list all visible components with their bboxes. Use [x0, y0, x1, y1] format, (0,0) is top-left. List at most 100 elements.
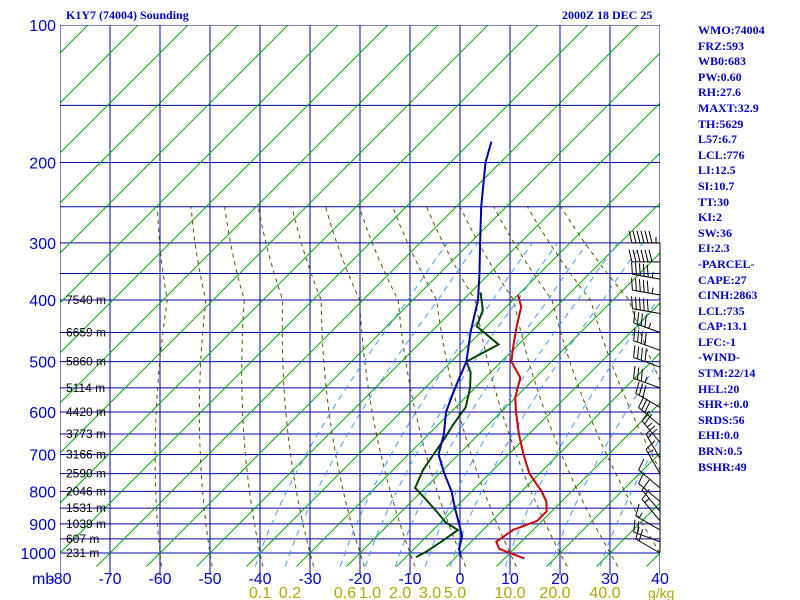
index-item: -WIND- — [698, 350, 740, 365]
wind-barb-half-feather — [647, 449, 654, 454]
wind-barb-shaft — [633, 377, 661, 389]
index-item: TT:30 — [698, 194, 730, 209]
wind-barb-feather — [628, 249, 633, 262]
index-item: CAP:13.1 — [698, 319, 748, 334]
temperature-tick-label: 20 — [551, 571, 569, 588]
wind-barb-feather — [634, 278, 637, 291]
wind-barb-shaft — [641, 489, 661, 512]
wind-barb-feather — [636, 346, 640, 359]
dry-adiabat — [426, 206, 568, 567]
index-item: LI:12.5 — [698, 163, 736, 178]
temperature-tick-label: -70 — [98, 571, 121, 588]
pressure-tick-label: 800 — [29, 484, 56, 501]
wind-barb-shaft — [633, 340, 661, 351]
wind-barb-feather — [636, 521, 640, 534]
wind-barb-feather — [633, 345, 636, 358]
temperature-trace — [495, 294, 548, 560]
wind-barb-feather — [641, 479, 650, 491]
index-item: CAPE:27 — [698, 272, 747, 287]
wind-barb-feather — [636, 230, 641, 244]
plot-area — [60, 25, 660, 575]
wind-barb-feather — [632, 249, 637, 262]
wind-barb-shaft — [633, 531, 661, 543]
mixing-ratio-label: 20.0 — [539, 585, 570, 600]
wind-barb-feather — [642, 279, 645, 293]
pressure-tick-label: 400 — [29, 293, 56, 310]
mixing-ratio-label: 2.0 — [389, 585, 411, 600]
temperature-tick-label: -10 — [398, 571, 421, 588]
temperature-tick-label: 40 — [651, 571, 669, 588]
height-label: 5860 m — [66, 355, 106, 369]
wind-barb-feather — [633, 328, 636, 341]
wind-barb-feather — [638, 279, 641, 292]
index-item: L57:6.7 — [698, 132, 737, 147]
index-item: TH:5629 — [698, 116, 744, 131]
temperature-tick-label: 0 — [456, 571, 465, 588]
wind-barb-shaft — [641, 499, 661, 522]
wind-barb-shaft — [635, 538, 661, 554]
height-label: 3166 m — [66, 448, 106, 462]
wind-barb-shaft — [645, 433, 661, 459]
wind-barb-shaft — [638, 483, 661, 502]
wind-barb-feather — [641, 410, 650, 422]
wind-barb-feather — [645, 440, 656, 450]
temperature-tick-label: -80 — [48, 571, 71, 588]
index-item: SI:10.7 — [698, 178, 735, 193]
wind-barb-feather — [646, 299, 649, 312]
mixing-ratio-line — [284, 242, 479, 567]
wind-barb-shaft — [638, 469, 661, 489]
mixing-ratio-line — [424, 242, 619, 567]
index-item: SW:36 — [698, 225, 733, 240]
wind-barb-feather — [644, 249, 649, 262]
height-label: 2590 m — [66, 467, 106, 481]
index-item: BSHR:49 — [698, 459, 747, 474]
temperature-tick-label: -40 — [248, 571, 271, 588]
mixing-ratio-label: 3.0 — [419, 585, 441, 600]
index-item: RH:27.6 — [698, 85, 741, 100]
wind-barb-shaft — [633, 357, 661, 368]
wind-barb-shaft — [633, 322, 661, 333]
dry-adiabat — [358, 206, 467, 567]
mixing-ratio-line — [504, 296, 660, 567]
height-label: 3773 m — [66, 427, 106, 441]
wind-barb-half-feather — [644, 376, 648, 383]
pressure-tick-label: 1000 — [20, 546, 56, 563]
wind-barb-feather — [640, 368, 643, 382]
parcel-trace — [437, 141, 493, 558]
temperature-tick-label: -60 — [148, 571, 171, 588]
wind-barb-half-feather — [646, 422, 653, 428]
wind-barb-feather — [642, 263, 645, 277]
pressure-tick-label: 300 — [29, 236, 56, 253]
isotherm-line — [96, 25, 639, 567]
dewpoint-trace — [413, 292, 501, 558]
dry-adiabat — [560, 206, 660, 382]
dry-adiabat — [325, 206, 416, 567]
isotherm-line — [146, 52, 660, 567]
wind-barb-half-feather — [651, 287, 654, 294]
temperature-tick-label: 30 — [601, 571, 619, 588]
mixing-ratio-label: 5.0 — [444, 585, 466, 600]
mixing-ratio-line — [364, 242, 559, 567]
wind-barb-feather — [644, 349, 647, 362]
wind-barb-feather — [633, 310, 636, 323]
wind-barb-feather — [640, 249, 645, 262]
dry-adiabat — [224, 206, 264, 567]
wind-barb-feather — [631, 296, 633, 309]
isotherm-line — [60, 25, 339, 304]
mixing-ratio-label: 0.1 — [249, 585, 271, 600]
wind-barb-feather — [640, 313, 643, 326]
height-label: 1531 m — [66, 501, 106, 515]
index-panel: WMO:74004 FRZ:593 WB0:683 PW:0.60 RH:27.6 MAX… — [698, 23, 765, 475]
dry-adiabat — [257, 206, 315, 567]
wind-barb-feather — [631, 277, 633, 291]
wind-barb-feather — [640, 331, 643, 344]
wind-barb-feather — [635, 503, 640, 517]
wind-barb-shaft — [641, 420, 661, 443]
index-item: LCL:735 — [698, 303, 745, 318]
height-label: 5114 m — [66, 381, 105, 395]
index-item: LFC:-1 — [698, 334, 736, 349]
isotherm-line — [60, 25, 489, 454]
index-item: KI:2 — [698, 210, 722, 225]
height-label: 6659 m — [66, 326, 106, 340]
pressure-unit-label: mb — [32, 571, 54, 588]
